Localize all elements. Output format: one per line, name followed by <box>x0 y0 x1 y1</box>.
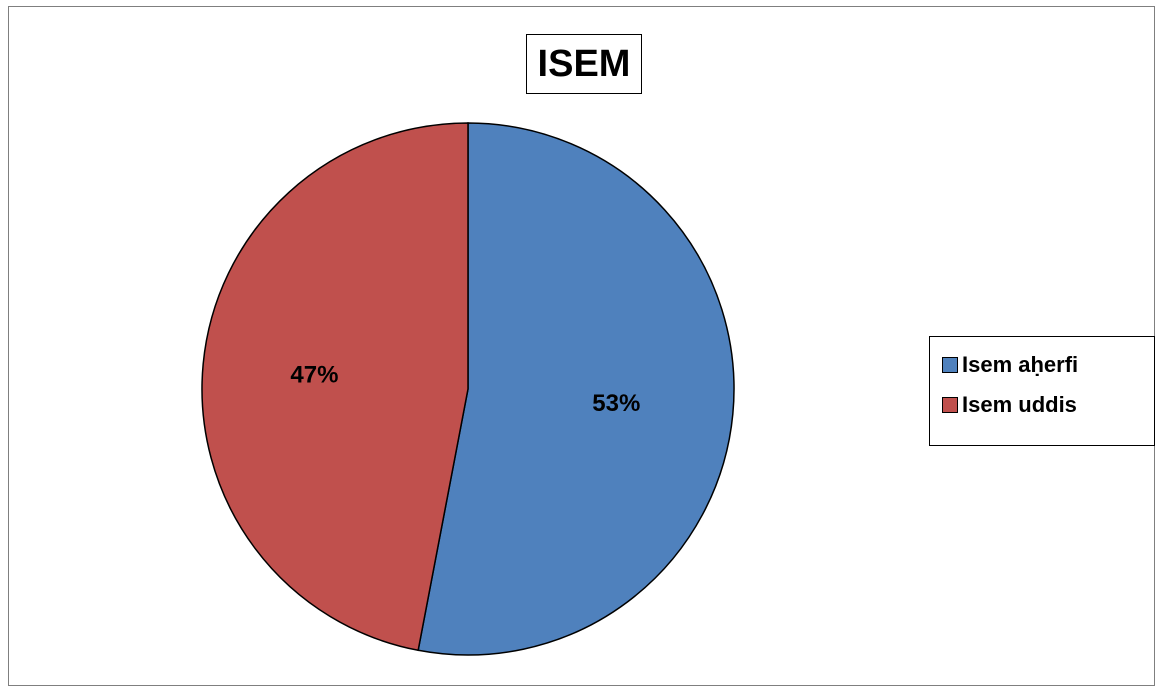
chart-legend: Isem aḥerfi Isem uddis <box>929 336 1155 446</box>
legend-swatch-red <box>942 397 958 413</box>
pie-data-label-0: 53% <box>592 390 640 417</box>
legend-label: Isem uddis <box>962 392 1077 417</box>
legend-label: Isem aḥerfi <box>962 352 1079 377</box>
legend-item-isem-aherfi: Isem aḥerfi <box>942 345 1154 385</box>
pie-slice-1 <box>201 122 469 652</box>
pie-labels: 53% 47% <box>290 361 640 417</box>
legend-item-isem-uddis: Isem uddis <box>942 385 1154 425</box>
pie-data-label-1: 47% <box>290 361 338 388</box>
legend-swatch-blue <box>942 357 958 373</box>
chart-title: ISEM <box>526 34 642 94</box>
pie-slices <box>201 122 735 656</box>
pie-slice-0 <box>417 122 735 656</box>
chart-title-text: ISEM <box>537 42 631 85</box>
